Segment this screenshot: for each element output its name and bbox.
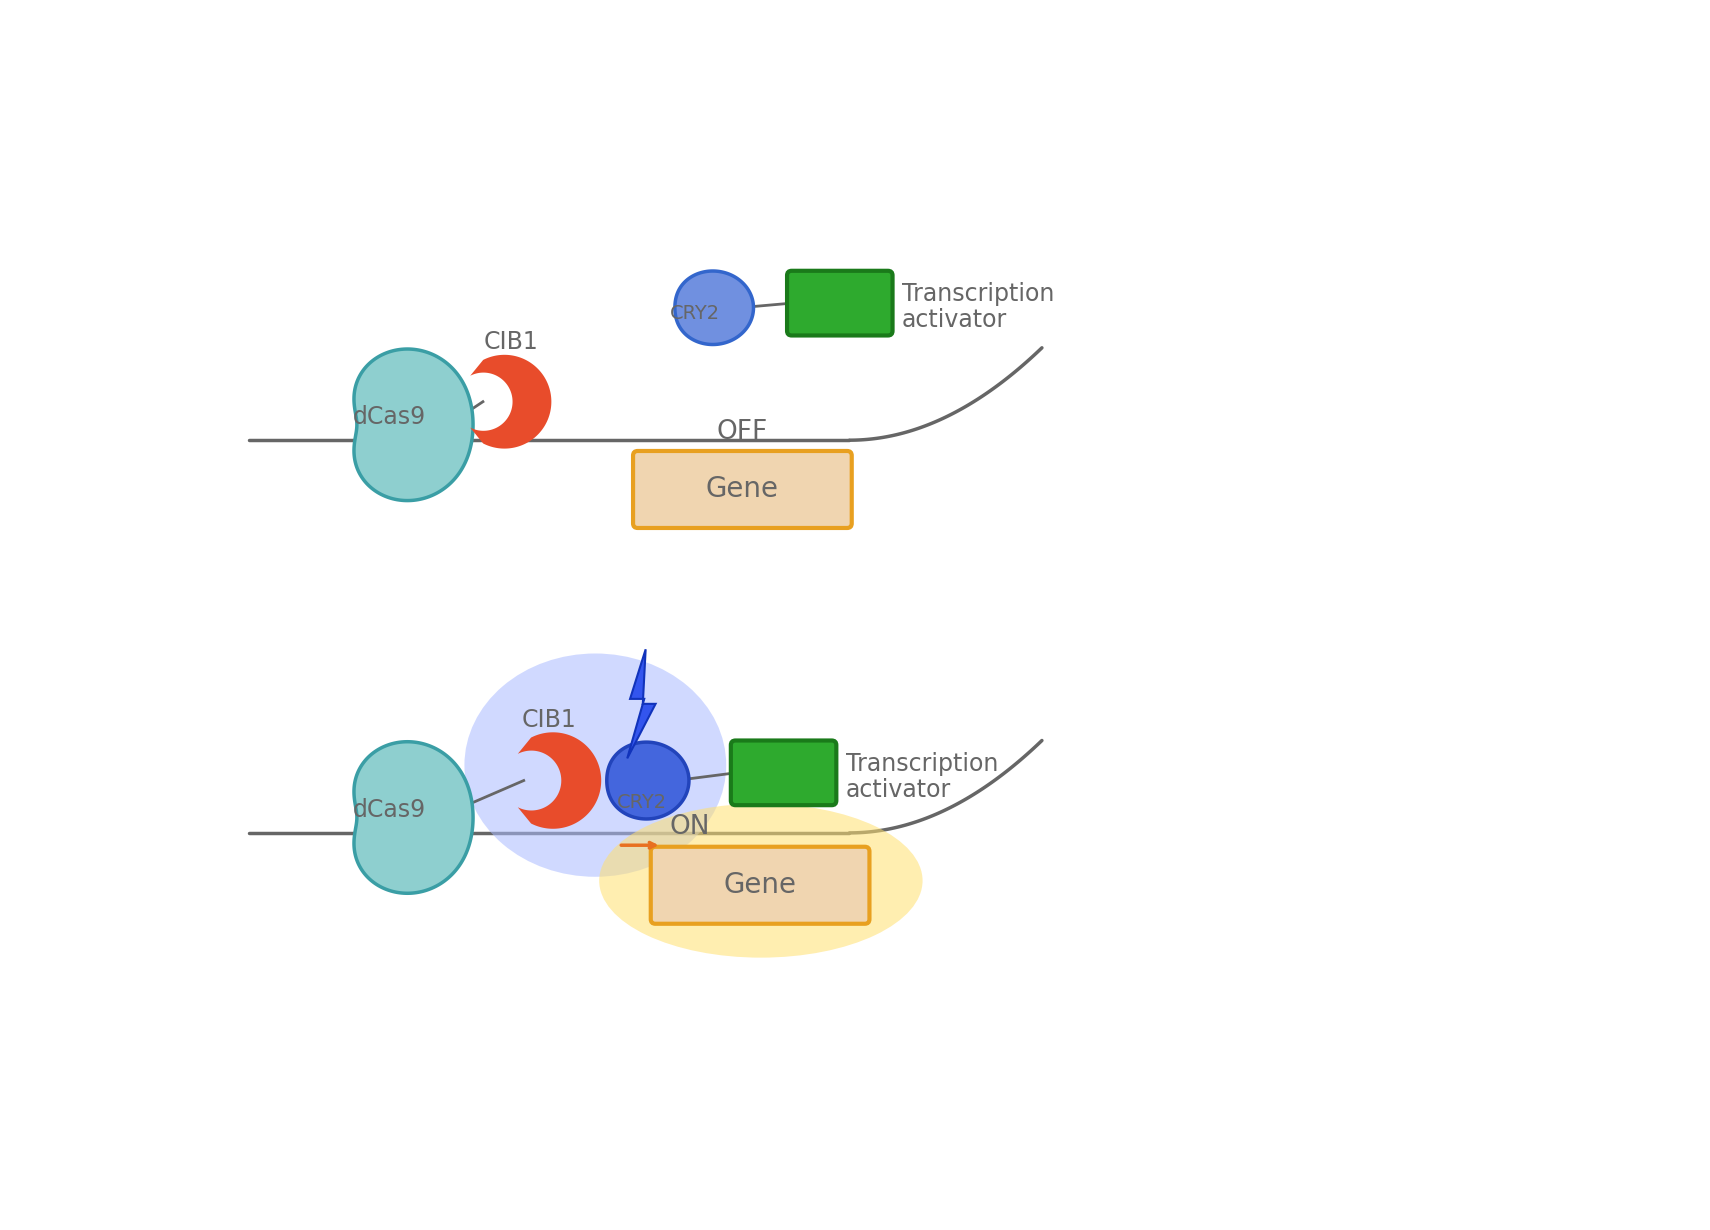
- FancyBboxPatch shape: [652, 846, 869, 924]
- FancyBboxPatch shape: [787, 271, 893, 336]
- Text: CRY2: CRY2: [670, 304, 720, 323]
- Ellipse shape: [598, 803, 923, 958]
- Text: dCas9: dCas9: [354, 405, 426, 429]
- Polygon shape: [354, 742, 474, 893]
- Text: OFF: OFF: [716, 419, 768, 445]
- FancyBboxPatch shape: [633, 451, 852, 528]
- Polygon shape: [607, 742, 689, 819]
- Text: Transcription: Transcription: [845, 752, 999, 776]
- Text: activator: activator: [845, 777, 951, 802]
- Text: dCas9: dCas9: [354, 798, 426, 822]
- Text: Gene: Gene: [706, 476, 778, 503]
- Polygon shape: [354, 349, 474, 501]
- Polygon shape: [628, 649, 655, 759]
- Text: CIB1: CIB1: [484, 330, 539, 354]
- Text: activator: activator: [901, 308, 1007, 332]
- Text: Gene: Gene: [723, 871, 797, 899]
- Text: ON: ON: [669, 814, 710, 840]
- Ellipse shape: [465, 653, 727, 877]
- Text: Transcription: Transcription: [901, 282, 1053, 306]
- Text: CIB1: CIB1: [522, 708, 576, 733]
- Polygon shape: [518, 732, 602, 829]
- Polygon shape: [470, 354, 551, 449]
- Text: CRY2: CRY2: [617, 792, 667, 812]
- FancyBboxPatch shape: [730, 740, 836, 806]
- Polygon shape: [675, 271, 754, 344]
